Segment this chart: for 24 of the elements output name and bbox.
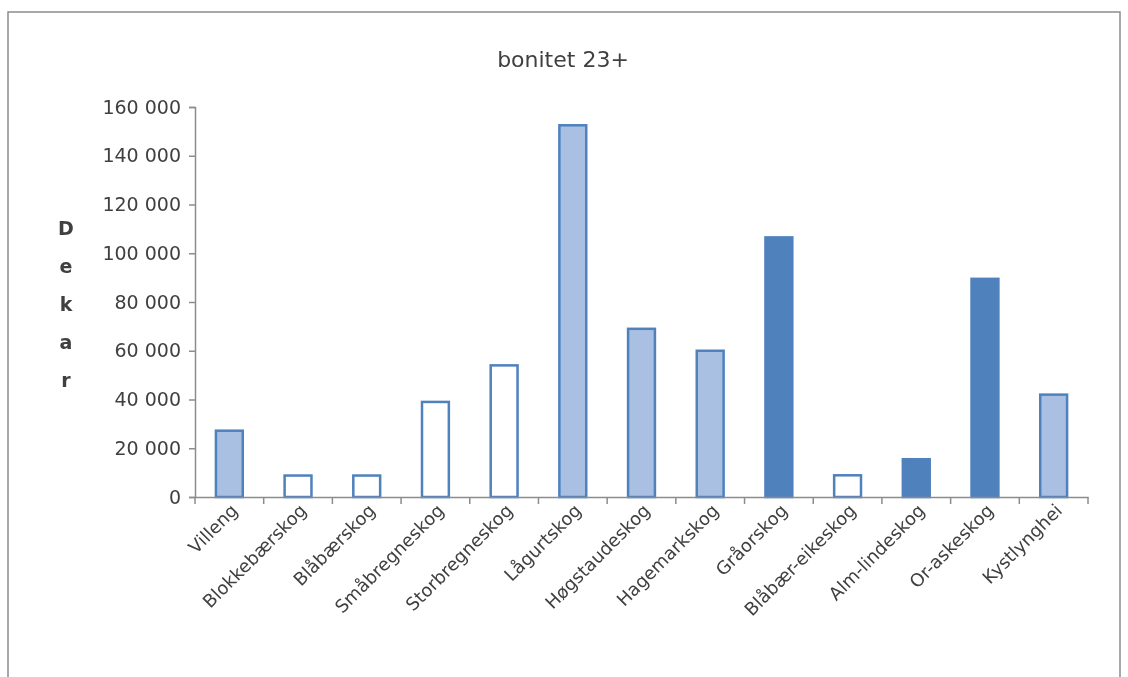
bar <box>352 474 382 499</box>
chart-title: bonitet 23+ <box>497 47 629 72</box>
y-axis-title: Dekar <box>58 217 74 391</box>
bar <box>420 400 451 499</box>
y-tick-label: 160 000 <box>102 95 181 118</box>
bar <box>695 349 725 499</box>
bar <box>626 327 657 499</box>
y-tick-label: 40 000 <box>114 388 181 411</box>
bar <box>1038 393 1069 499</box>
y-tick-label: 60 000 <box>114 339 181 362</box>
bar <box>832 474 863 499</box>
y-tick-label: 80 000 <box>114 290 181 313</box>
bar <box>764 236 794 499</box>
bar <box>489 364 519 499</box>
bar <box>558 124 588 499</box>
bar <box>970 277 1000 499</box>
y-tick-label: 0 <box>168 485 181 508</box>
bar <box>901 457 931 499</box>
y-tick-label: 120 000 <box>102 193 181 216</box>
y-tick-label: 20 000 <box>114 436 181 459</box>
bar <box>214 429 245 499</box>
y-tick-label: 140 000 <box>102 144 181 167</box>
y-tick-label: 100 000 <box>102 241 181 264</box>
bar <box>283 474 313 499</box>
